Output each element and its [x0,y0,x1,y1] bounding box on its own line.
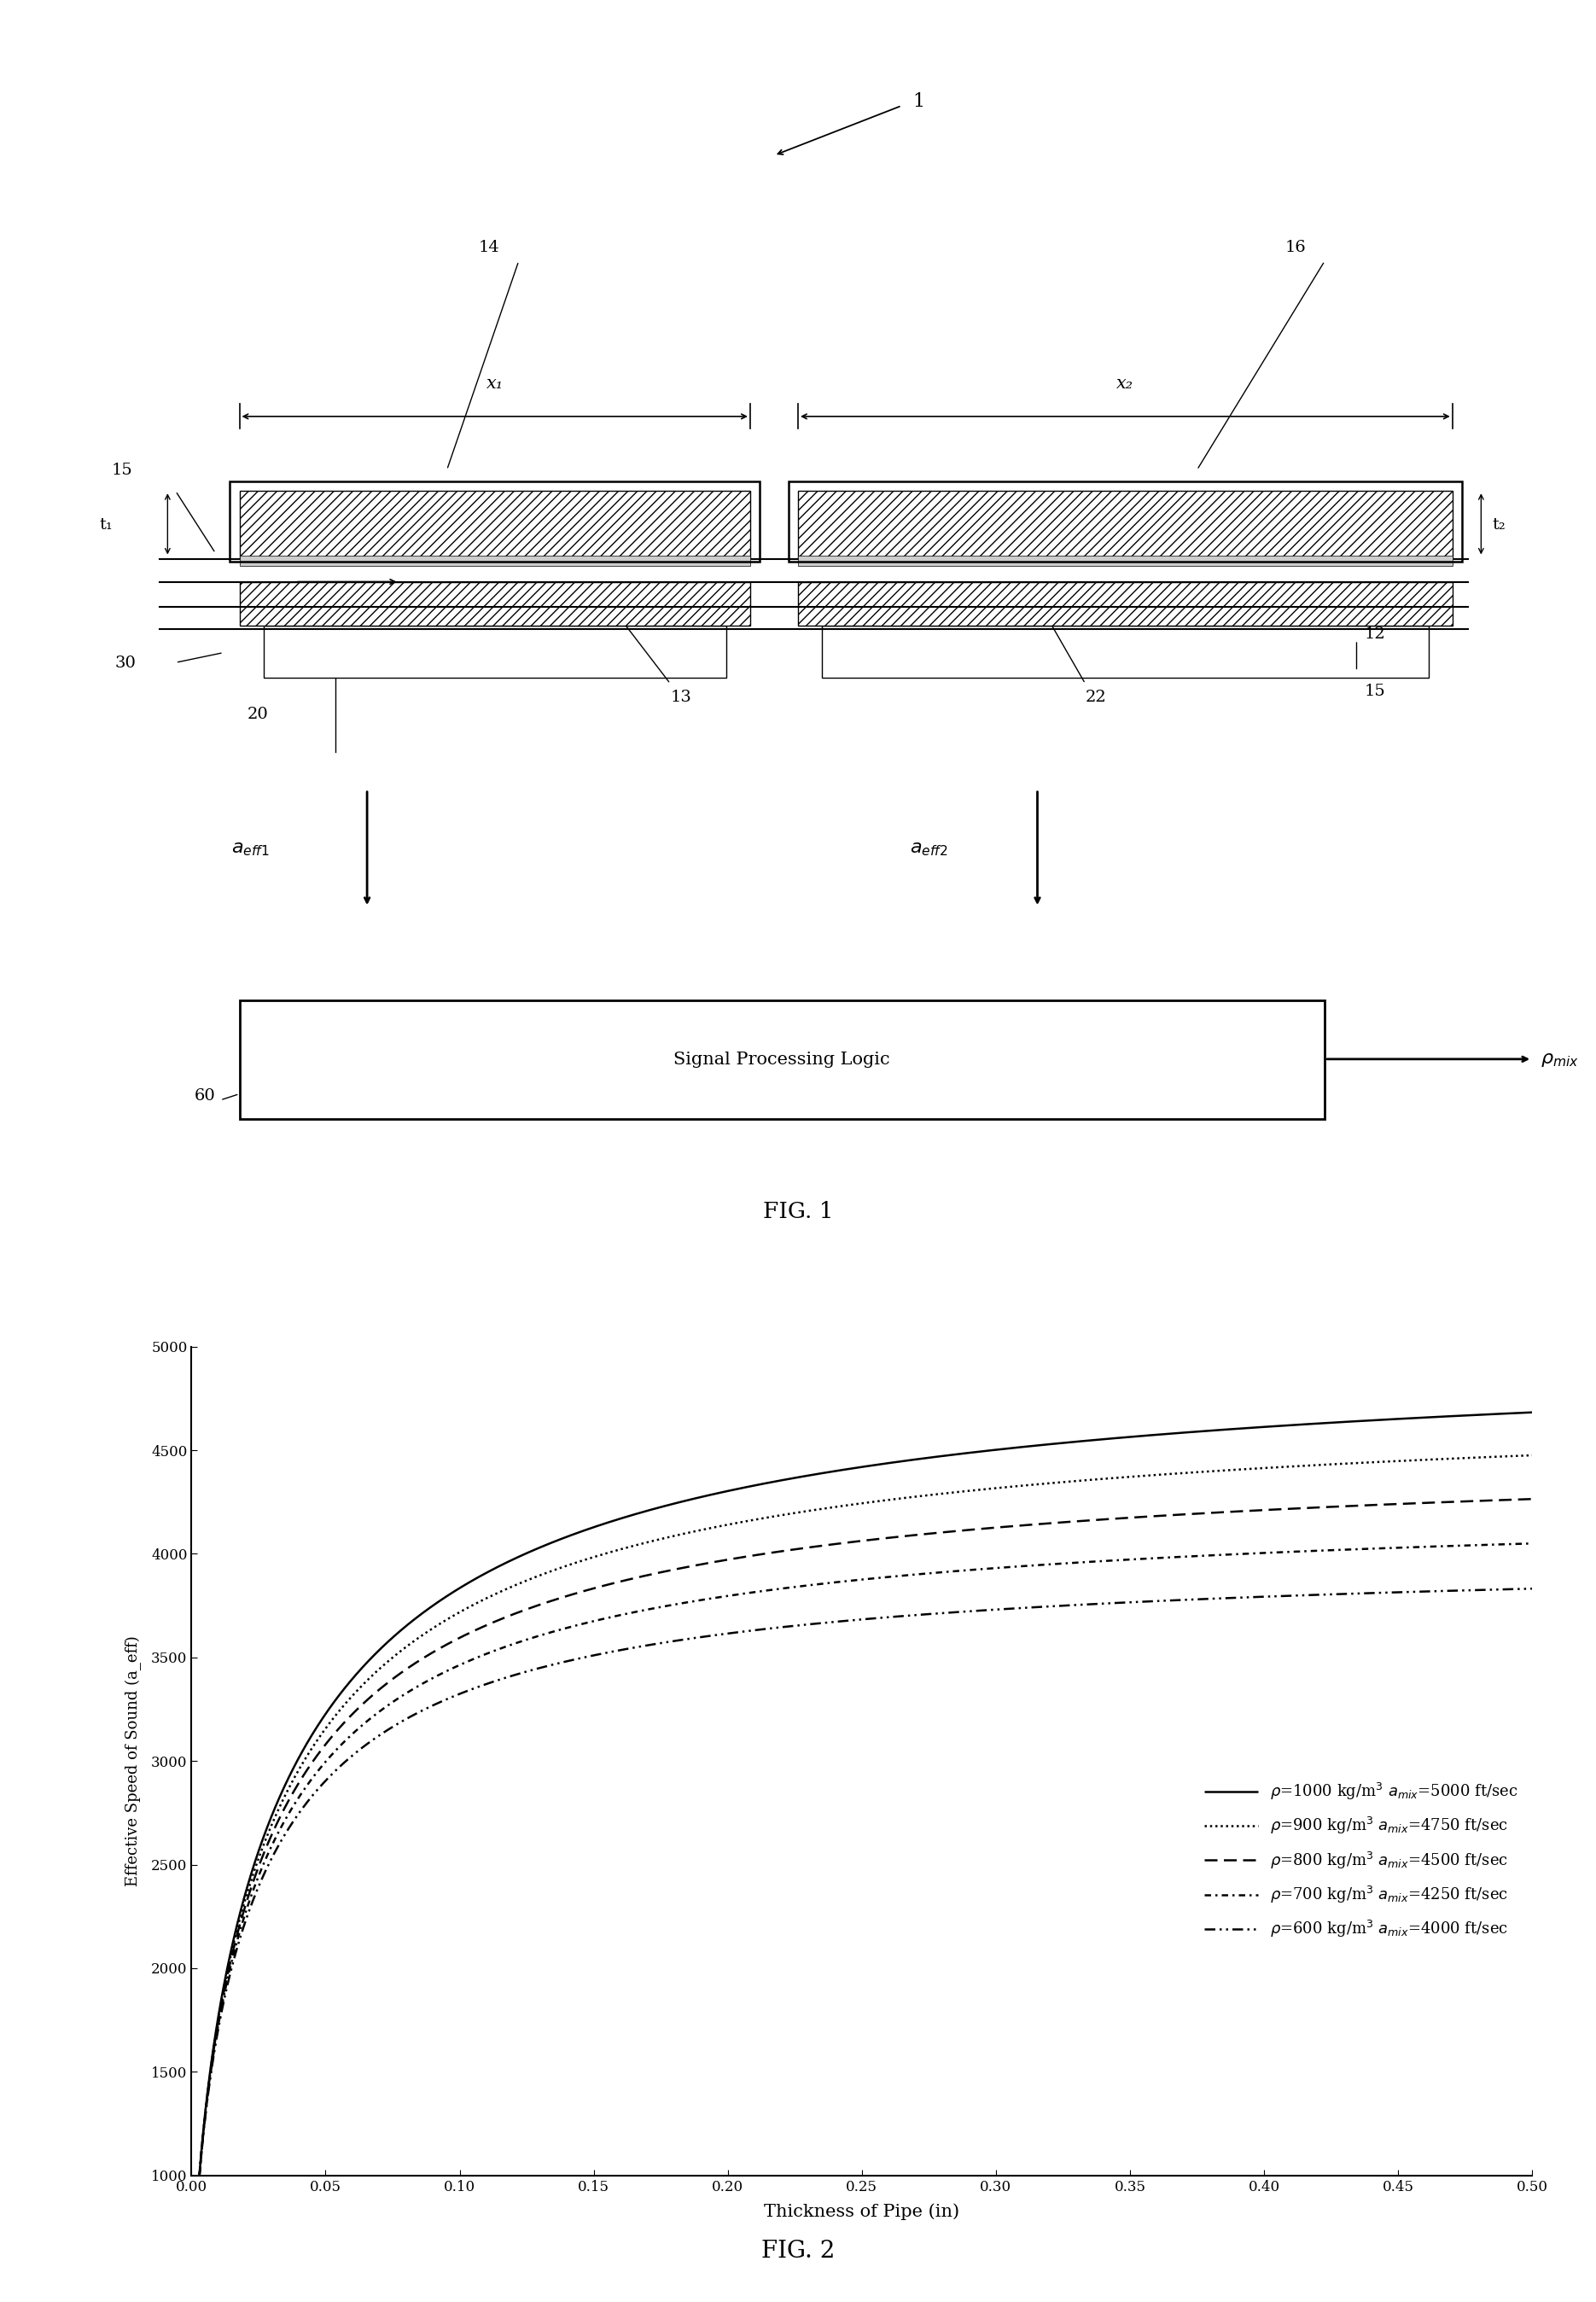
Text: FIG. 1: FIG. 1 [763,1202,833,1222]
Bar [239,582,750,626]
Text: 15: 15 [112,463,132,477]
Bar [788,481,1462,562]
Text: 12: 12 [1365,626,1385,642]
Text: Signal Processing Logic: Signal Processing Logic [674,1052,891,1068]
Text: 1: 1 [913,92,926,110]
Bar [798,582,1452,626]
Bar [239,555,750,566]
Bar [239,490,750,559]
Text: 13: 13 [670,691,691,704]
Text: 30: 30 [115,656,136,672]
Bar [822,626,1428,677]
Text: 20: 20 [247,707,268,723]
Bar [798,555,1452,566]
Bar [798,490,1452,559]
Text: $a_{eff2}$: $a_{eff2}$ [910,838,948,859]
Text: t₂: t₂ [1492,518,1505,532]
Text: $\rho_{mix}$: $\rho_{mix}$ [1540,1050,1578,1068]
Y-axis label: Effective Speed of Sound (a_eff): Effective Speed of Sound (a_eff) [124,1637,142,1885]
Text: 14: 14 [479,239,500,256]
Bar [230,481,760,562]
Text: FIG. 2: FIG. 2 [761,2240,835,2263]
Text: t₁: t₁ [99,518,112,532]
Text: 60: 60 [195,1089,215,1105]
Text: 15: 15 [1365,684,1385,700]
Bar [263,626,726,677]
Bar [239,1001,1325,1119]
Text: 22: 22 [1085,691,1106,704]
Legend: $\rho$=1000 kg/m$^3$ $a_{mix}$=5000 ft/sec, $\rho$=900 kg/m$^3$ $a_{mix}$=4750 f: $\rho$=1000 kg/m$^3$ $a_{mix}$=5000 ft/s… [1199,1775,1524,1945]
Text: 16: 16 [1285,239,1306,256]
Text: x₁: x₁ [487,375,503,391]
Text: $a_{eff1}$: $a_{eff1}$ [231,838,270,859]
X-axis label: Thickness of Pipe (in): Thickness of Pipe (in) [764,2203,959,2221]
Text: x₂: x₂ [1117,375,1133,391]
